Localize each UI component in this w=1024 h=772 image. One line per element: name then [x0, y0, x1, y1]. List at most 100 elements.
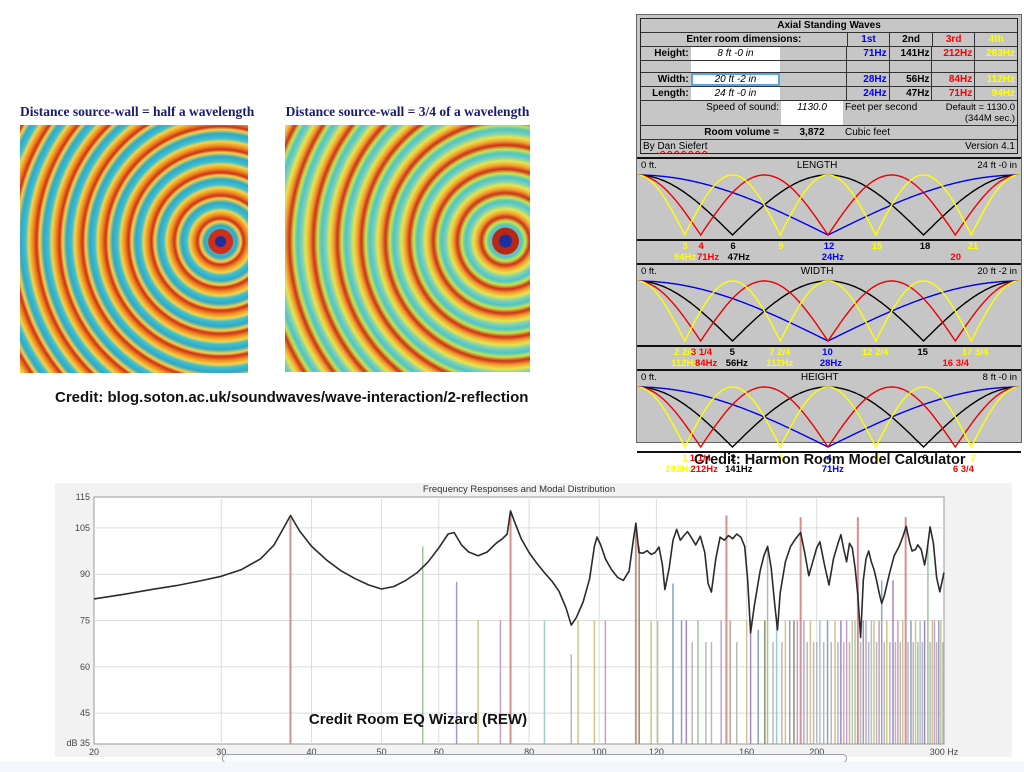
soton-credit: Credit: blog.soton.ac.uk/soundwaves/wave… [55, 389, 529, 406]
width-freq-1: 28Hz [845, 73, 889, 86]
harmonic-4-envelope [636, 174, 1020, 237]
width-freq-2: 56Hz [888, 73, 932, 86]
length-freq-4: 94Hz [974, 87, 1017, 100]
node-frequency-labels: 112Hz 84Hz 56Hz 112Hz 28Hz 16 3/4 [637, 358, 1021, 369]
wave-simulation-three-quarter-wavelength [285, 125, 530, 372]
mode-node-label: 2 2/4 [674, 347, 696, 358]
bottom-strip [0, 762, 1024, 772]
mode-node-label: 6 [922, 453, 928, 464]
rew-frequency-response-chart: 115 105 90 75 60 45 dB 35 20 30 40 50 60 80 100 120 160… [55, 483, 1012, 757]
height-label: Height: [654, 48, 689, 59]
chart-text: Credit Room EQ Wizard (REW) [309, 711, 527, 728]
mode-node-label: 16 3/4 [942, 358, 969, 369]
wave-left-caption: Distance source-wall = half a wavelength [20, 104, 255, 119]
mode-node-label: 24Hz [821, 252, 844, 263]
mode-node-label: 7 2/4 [769, 347, 791, 358]
mode-node-label: 3 [778, 453, 784, 464]
spacer-cell [780, 47, 846, 60]
mode-node-label: 1 [682, 453, 688, 464]
chart-text: 30 [216, 747, 226, 757]
standing-wave-plot-width [636, 280, 1020, 343]
dims-header: Enter room dimensions: [686, 34, 802, 45]
panel-left-label: 0 ft. [641, 372, 657, 383]
chart-text: 115 [76, 492, 90, 502]
mode-node-label: 12 2/4 [861, 347, 889, 358]
width-label: Width: [657, 74, 689, 85]
chart-text: 60 [434, 747, 444, 757]
mode-node-label: 20 [950, 252, 962, 263]
chart-text: 100 [592, 747, 607, 757]
chart-text: Frequency Responses and Modal Distributi… [423, 484, 615, 495]
panel-dimension: 8 ft -0 in [982, 372, 1017, 383]
author-line: By Dan Siefert [641, 140, 937, 153]
harmonic-4-envelope [636, 386, 1020, 449]
mode-node-label: 3 [682, 241, 688, 252]
chart-text: 300 Hz [930, 747, 959, 757]
mode-node-label: 283Hz [665, 464, 693, 475]
width-freq-3: 84Hz [931, 73, 974, 86]
mode-node-label: 5 [874, 453, 880, 464]
mode-node-label: 5 [729, 347, 735, 358]
mode-node-label: 84Hz [695, 358, 718, 369]
chart-text: 60 [80, 662, 90, 672]
panel-title: HEIGHT [800, 372, 839, 383]
panel-dimension: 24 ft -0 in [977, 160, 1017, 171]
mode-node-label: 94Hz [673, 252, 697, 263]
speed-default: Default = 1130.0 (344M sec.) [945, 102, 1015, 124]
speed-of-sound-label: Speed of sound: [706, 102, 779, 113]
chart-text: dB 35 [66, 738, 90, 748]
mode-node-label: 71Hz [696, 252, 720, 263]
mode-node-label: 21 [967, 241, 979, 252]
harmonic-header-4th: 4th [974, 33, 1017, 46]
mode-node-label: 112Hz [671, 358, 699, 369]
blank-cell [974, 61, 1017, 72]
panel-title: LENGTH [796, 160, 838, 171]
mode-node-label: 9 [778, 241, 784, 252]
node-position-labels: 2 2/4 3 1/4 5 7 2/4 10 12 2/4 15 17 3/4 [637, 347, 1021, 358]
mode-node-label: 1 1/4 [689, 453, 711, 464]
panel-left-label: 0 ft. [641, 266, 657, 277]
chart-text: 90 [80, 569, 90, 579]
mode-node-label: 112Hz [766, 358, 794, 369]
mode-node-label: 141Hz [725, 464, 753, 475]
speed-units: Feet per second [845, 102, 918, 113]
mode-node-label: 15 [871, 241, 883, 252]
length-input[interactable]: 24 ft -0 in [690, 87, 781, 100]
harmonic-header-1st: 1st [846, 33, 890, 46]
spacer-cell [780, 87, 846, 100]
chart-text: 20 [89, 747, 99, 757]
width-input[interactable]: 20 ft -2 in [690, 73, 781, 86]
panel-left-label: 0 ft. [641, 160, 657, 171]
harmonic-3-envelope [637, 174, 1019, 237]
version-label: Version 4.1 [964, 141, 1015, 152]
mode-node-label: 212Hz [690, 464, 718, 475]
mode-node-label: 7 [970, 453, 976, 464]
node-frequency-labels: 283Hz 212Hz 141Hz 71Hz 6 3/4 [637, 464, 1021, 475]
mode-node-label: 56Hz [725, 358, 748, 369]
node-frequency-labels: 94Hz 71Hz 47Hz 24Hz 20 [637, 252, 1021, 263]
room-mode-calculator-window: Axial Standing Waves Enter room dimensio… [636, 14, 1022, 475]
speed-of-sound-input[interactable]: 1130.0 [781, 101, 843, 125]
panel-length: 0 ft. LENGTH 24 ft -0 in 3 4 6 9 12 15 18 21 94… [636, 157, 1021, 263]
wave-right-caption: Distance source-wall = 3/4 of a waveleng… [285, 104, 530, 119]
harmonic-header-3rd: 3rd [931, 33, 975, 46]
mode-node-label: 2 [730, 453, 736, 464]
height-input[interactable]: 8 ft -0 in [690, 47, 781, 60]
harmonic-header-2nd: 2nd [889, 33, 932, 46]
mode-node-label: 6 [730, 241, 736, 252]
chart-text: 50 [377, 747, 387, 757]
mode-node-label: 4 [826, 453, 832, 464]
spacer-cell [780, 61, 846, 72]
dimensions-table: Axial Standing Waves Enter room dimensio… [640, 18, 1018, 154]
chart-text: 200 [809, 747, 824, 757]
calculator-title: Axial Standing Waves [777, 20, 881, 31]
height-freq-4: 283Hz [974, 47, 1017, 60]
mode-node-label: 17 3/4 [961, 347, 989, 358]
height-freq-2: 141Hz [888, 47, 932, 60]
blank-input-cell[interactable] [690, 61, 781, 72]
mode-node-label: 3 1/4 [690, 347, 713, 358]
length-freq-3: 71Hz [931, 87, 974, 100]
